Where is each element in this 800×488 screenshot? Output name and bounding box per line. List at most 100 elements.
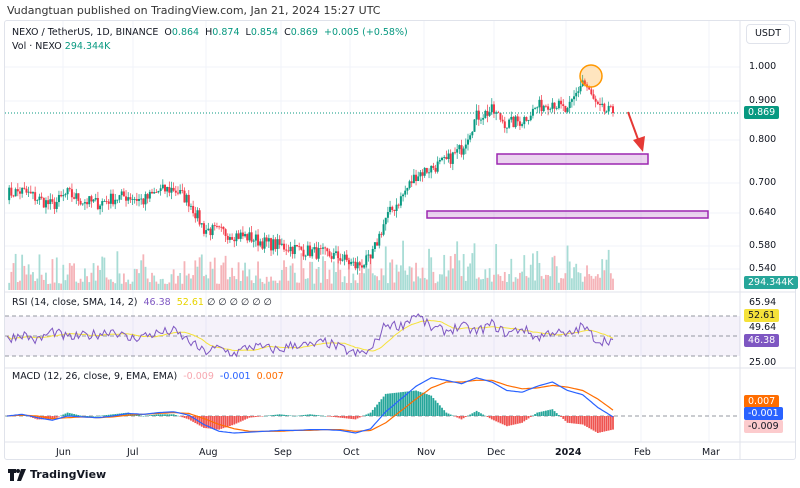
rsi-tick: 49.64	[749, 322, 777, 333]
volume-bar	[311, 261, 314, 290]
macd-histogram-bar	[207, 416, 210, 429]
volume-bar	[153, 275, 156, 290]
volume-bar	[579, 273, 582, 290]
macd-histogram-bar	[170, 414, 173, 416]
candle-body	[475, 110, 478, 120]
candle-body	[183, 190, 186, 203]
candle-body	[60, 194, 63, 197]
candle-body	[464, 144, 467, 149]
volume-bar	[58, 283, 60, 290]
volume-bar	[49, 283, 52, 290]
volume-bar	[553, 255, 556, 290]
volume-bar	[244, 262, 246, 290]
volume-bar	[120, 283, 123, 290]
macd-histogram-bar	[99, 415, 101, 417]
candle-body	[337, 251, 340, 259]
volume-bar	[594, 276, 597, 290]
candle-body	[369, 254, 372, 259]
volume-bar	[358, 273, 361, 290]
candle-body	[521, 124, 524, 126]
volume-bar	[607, 249, 610, 290]
macd-histogram-bar	[395, 392, 398, 416]
macd-histogram-bar	[495, 416, 498, 422]
candle-body	[40, 196, 43, 198]
macd-histogram-bar	[109, 414, 112, 416]
macd-histogram-bar	[242, 416, 244, 421]
macd-histogram-bar	[88, 416, 91, 417]
rsi-ma-tag: 52.61	[744, 309, 780, 322]
volume-bar	[229, 276, 231, 290]
candle-body	[527, 120, 530, 121]
volume-bar	[131, 281, 134, 290]
volume-bar	[322, 256, 324, 290]
macd-histogram-bar	[127, 412, 130, 416]
currency-button[interactable]: USDT	[746, 24, 790, 44]
macd-label[interactable]: MACD (12, 26, close, 9, EMA, EMA)	[12, 371, 178, 382]
candle-body	[360, 265, 363, 268]
macd-histogram-bar	[464, 416, 467, 417]
macd-histogram-bar	[497, 416, 500, 423]
volume-label[interactable]: Vol · NEXO	[12, 41, 62, 52]
macd-histogram-bar	[51, 416, 54, 420]
candle-body	[248, 232, 251, 241]
macd-histogram-bar	[549, 409, 552, 416]
macd-histogram-bar	[506, 416, 508, 427]
macd-histogram-bar	[332, 416, 335, 417]
macd-histogram-bar	[490, 416, 493, 420]
macd-histogram-bar	[265, 415, 268, 417]
macd-histogram-bar	[438, 405, 441, 416]
volume-bar	[367, 268, 370, 290]
candle-body	[428, 172, 431, 174]
macd-histogram-bar	[142, 416, 145, 417]
symbol-label[interactable]: NEXO / TetherUS, 1D, BINANCE	[12, 27, 159, 38]
macd-line	[6, 377, 614, 434]
candle-body	[330, 256, 333, 259]
macd-histogram-bar	[514, 416, 517, 425]
volume-bar	[29, 274, 32, 290]
candle-body	[70, 189, 73, 198]
candle-body	[454, 152, 457, 154]
macd-histogram-bar	[369, 412, 372, 416]
macd-histogram-bar	[590, 416, 593, 430]
macd-histogram-bar	[233, 416, 236, 425]
candle-body	[492, 104, 495, 114]
volume-bar	[285, 266, 288, 290]
macd-histogram-bar	[534, 414, 536, 416]
macd-histogram-bar	[101, 415, 104, 417]
volume-bar	[40, 274, 43, 290]
candle-body	[518, 121, 521, 126]
volume-bar	[274, 280, 277, 290]
volume-bar	[456, 241, 459, 290]
macd-histogram-bar	[592, 416, 595, 431]
candle-body	[47, 200, 50, 205]
candle-body	[356, 262, 359, 269]
candle-body	[209, 228, 212, 236]
macd-histogram-bar	[612, 416, 614, 430]
volume-bar	[183, 261, 186, 290]
volume-bar	[374, 275, 376, 290]
candle-body	[38, 196, 41, 201]
candle-body	[326, 248, 329, 252]
macd-histogram-bar	[259, 416, 262, 417]
volume-bar	[583, 276, 586, 290]
candle-body	[49, 199, 52, 205]
volume-bar	[77, 282, 80, 290]
volume-bar	[380, 268, 383, 290]
volume-bar	[527, 277, 530, 290]
macd-histogram-bar	[434, 400, 437, 416]
macd-histogram-bar	[302, 415, 305, 416]
candle-body	[235, 233, 238, 242]
macd-histogram-bar	[412, 390, 415, 416]
rsi-label[interactable]: RSI (14, close, SMA, 14, 2)	[12, 297, 138, 308]
macd-histogram-bar	[601, 416, 604, 433]
volume-bar	[415, 262, 417, 290]
candle-body	[12, 195, 15, 197]
macd-histogram-bar	[523, 416, 526, 422]
candle-body	[501, 119, 504, 122]
tradingview-logo[interactable]: TradingView	[8, 468, 106, 481]
macd-histogram-bar	[573, 416, 575, 424]
volume-bar	[419, 278, 422, 290]
candle-body	[135, 199, 138, 201]
volume-bar	[242, 270, 244, 290]
